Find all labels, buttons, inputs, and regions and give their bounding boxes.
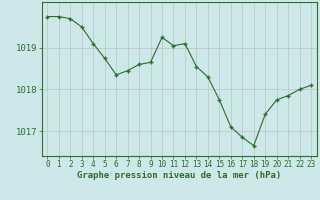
X-axis label: Graphe pression niveau de la mer (hPa): Graphe pression niveau de la mer (hPa) xyxy=(77,171,281,180)
